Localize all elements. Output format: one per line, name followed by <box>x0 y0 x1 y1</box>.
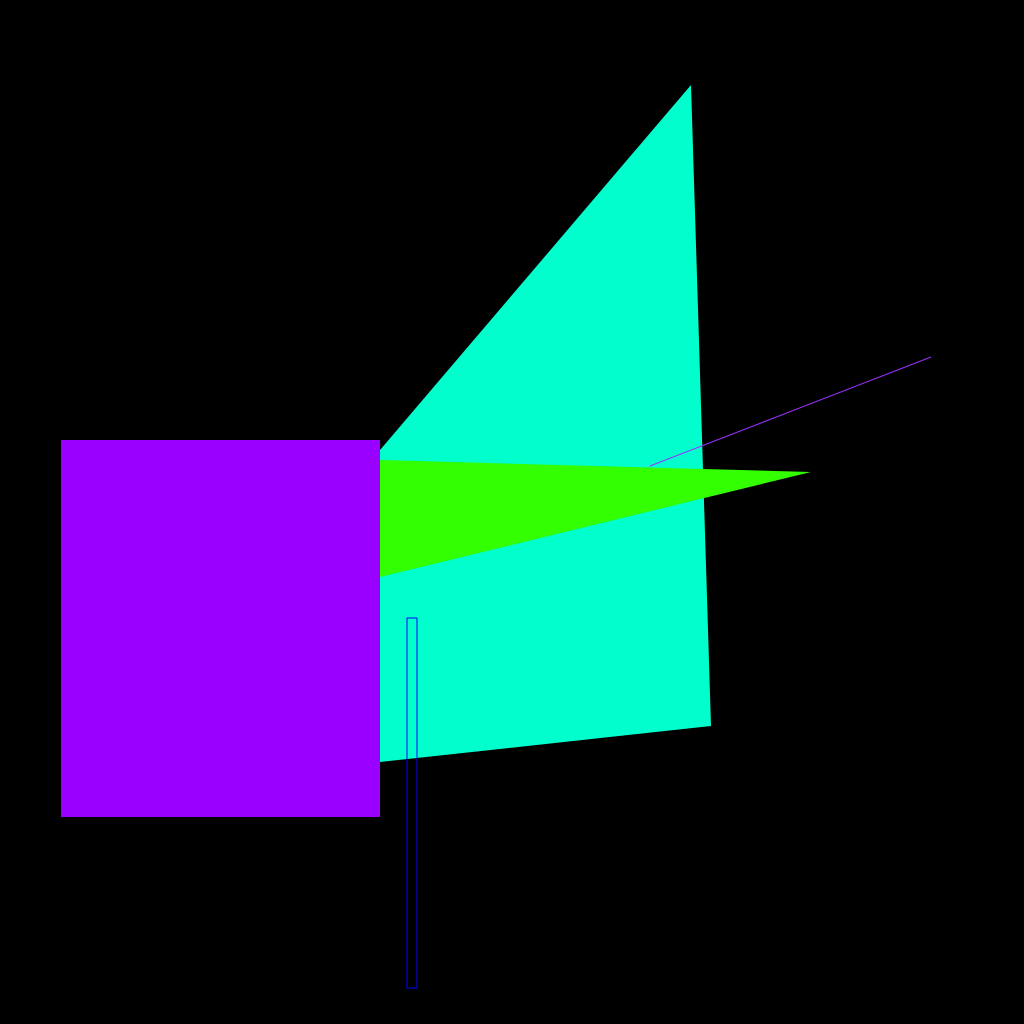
green-triangle <box>380 460 811 577</box>
blue-outline-bar <box>406 617 418 989</box>
purple-square <box>61 440 380 817</box>
violet-line <box>649 356 932 467</box>
cyan-quadrilateral <box>380 85 711 762</box>
